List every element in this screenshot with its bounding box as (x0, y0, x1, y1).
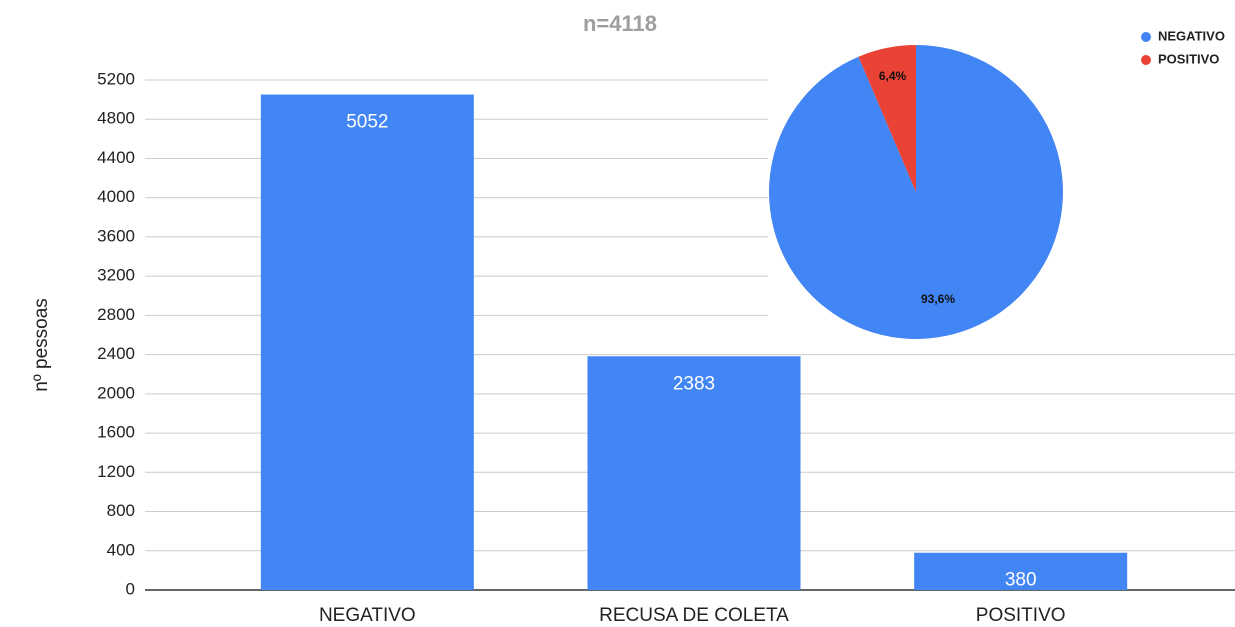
y-tick-label: 800 (107, 501, 135, 520)
bar (914, 552, 1128, 590)
y-tick-label: 4800 (97, 109, 135, 128)
bar (587, 356, 801, 590)
bar (260, 94, 474, 590)
y-tick-label: 1600 (97, 423, 135, 442)
pie-slice (858, 45, 916, 192)
pie-slice (768, 45, 1063, 340)
data-label: 2383 (673, 373, 715, 394)
pie-label: 6,4% (879, 69, 907, 83)
data-label: 380 (1005, 570, 1037, 591)
x-tick-label: POSITIVO (976, 605, 1066, 626)
legend-label: NEGATIVO (1158, 28, 1225, 43)
y-axis-label: nº pessoas (31, 298, 52, 392)
y-tick-label: 4400 (97, 148, 135, 167)
x-tick-label: NEGATIVO (319, 605, 416, 626)
y-tick-label: 5200 (97, 69, 135, 88)
x-tick-label: RECUSA DE COLETA (599, 605, 789, 626)
y-tick-label: 4000 (97, 187, 135, 206)
y-tick-label: 3600 (97, 226, 135, 245)
y-tick-label: 2400 (97, 344, 135, 363)
y-tick-label: 400 (107, 540, 135, 559)
y-tick-label: 2800 (97, 305, 135, 324)
y-tick-label: 1200 (97, 462, 135, 481)
y-tick-label: 3200 (97, 266, 135, 285)
data-label: 5052 (346, 112, 388, 133)
legend-marker (1141, 55, 1151, 65)
legend-label: POSITIVO (1158, 51, 1219, 66)
chart-title: n=4118 (583, 11, 657, 36)
legend-marker (1141, 32, 1151, 42)
pie-label: 93,6% (921, 292, 955, 306)
y-tick-label: 0 (126, 579, 135, 598)
y-tick-label: 2000 (97, 383, 135, 402)
